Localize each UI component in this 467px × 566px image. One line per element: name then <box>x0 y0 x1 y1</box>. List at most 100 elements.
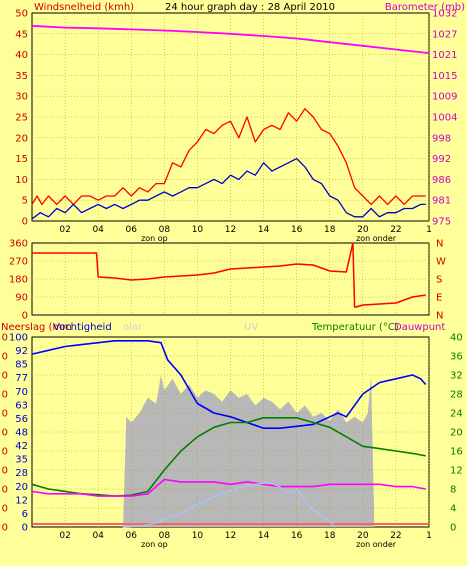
baro-y-tick: 1015 <box>432 71 457 82</box>
rain-y-tick: 0 <box>2 371 8 382</box>
baro-y-tick: 992 <box>432 154 451 165</box>
compass-y-tick: N <box>436 311 443 322</box>
temperature-line <box>31 416 426 497</box>
humidity-line <box>31 339 427 430</box>
x-tick-label: 20 <box>357 531 369 541</box>
rain-y-tick: 0 <box>2 409 8 420</box>
x-tick-label: 14 <box>258 531 270 541</box>
baro-y-tick: 1021 <box>432 50 457 61</box>
baro-y-tick: 1009 <box>432 92 457 103</box>
rain-axis-label: Neerslag (mm <box>1 322 72 333</box>
x-tick-label: 16 <box>291 225 303 235</box>
x-tick-label: 04 <box>92 531 104 541</box>
humidity-y-tick: 28 <box>15 468 28 479</box>
humidity-y-tick: 6 <box>22 509 28 520</box>
compass-y-tick: N <box>436 239 443 250</box>
baro-y-tick: 1032 <box>432 9 457 20</box>
x-tick-label: 04 <box>92 225 104 235</box>
x-tick-label: 20 <box>357 225 369 235</box>
x-tick-label: 14 <box>258 225 270 235</box>
x-tick-label: 16 <box>291 531 303 541</box>
sunrise-label: zon op <box>141 540 168 549</box>
baro-axis-label: Barometer (mb) <box>385 2 465 13</box>
wind-y-tick: 25 <box>15 113 28 124</box>
wind-y-tick: 50 <box>15 9 28 20</box>
temp-y-tick: 32 <box>450 371 463 382</box>
humidity-y-tick: 92 <box>15 346 28 357</box>
x-tick-label: 02 <box>59 225 70 235</box>
humidity-y-tick: 56 <box>15 414 28 425</box>
compass-y-tick: E <box>436 293 442 304</box>
sunrise-label: zon op <box>141 234 168 243</box>
wind-y-tick: 40 <box>15 50 28 61</box>
humidity-y-tick: 70 <box>15 387 28 398</box>
wind-avg-line <box>31 157 426 220</box>
compass-y-tick: W <box>436 257 446 268</box>
sunset-label: zon onder <box>356 540 397 549</box>
x-tick-label: 08 <box>159 531 171 541</box>
compass-y-tick: S <box>436 275 442 286</box>
temp-y-tick: 12 <box>450 466 463 477</box>
wind-y-tick: 0 <box>22 217 28 228</box>
baro-y-tick: 981 <box>432 196 451 207</box>
x-tick-label: 06 <box>126 531 138 541</box>
x-tick-label: 1 <box>426 531 432 541</box>
rain-y-tick: 0 <box>2 466 8 477</box>
humidity-y-tick: 48 <box>15 428 28 439</box>
x-tick-label: 06 <box>126 225 138 235</box>
direction-y-tick: 360 <box>9 239 28 250</box>
wind-y-tick: 10 <box>15 175 28 186</box>
direction-line <box>32 242 426 308</box>
temp-y-tick: 4 <box>450 504 456 515</box>
wind-y-tick: 45 <box>15 29 28 40</box>
wind-y-tick: 20 <box>15 133 28 144</box>
wind-y-tick: 30 <box>15 92 28 103</box>
direction-y-tick: 270 <box>9 257 28 268</box>
temp-y-tick: 28 <box>450 390 463 401</box>
x-tick-label: 08 <box>159 225 171 235</box>
humidity-y-tick: 35 <box>15 455 28 466</box>
temp-y-tick: 20 <box>450 428 463 439</box>
direction-y-tick: 90 <box>15 293 28 304</box>
x-tick-label: 02 <box>59 531 70 541</box>
baro-y-tick: 1027 <box>432 29 457 40</box>
temp-y-tick: 0 <box>450 523 456 534</box>
x-tick-label: 10 <box>192 531 204 541</box>
rain-y-tick: 0 <box>2 504 8 515</box>
rain-y-tick: 0 <box>2 352 8 363</box>
x-tick-label: 12 <box>225 225 236 235</box>
dewpoint-axis-label: Dauwpunt <box>394 322 445 333</box>
x-tick-label: 10 <box>192 225 204 235</box>
solar-line <box>122 482 336 528</box>
wind-axis-label: Windsnelheid (kmh) <box>34 2 134 13</box>
temp-axis-label: Temperatuur (°C) <box>311 322 399 333</box>
humidity-y-tick: 100 <box>9 333 28 344</box>
wind-gust-line <box>31 108 426 206</box>
humidity-axis-label: Vochtigheid <box>53 322 112 333</box>
wind-baro-chart: Windsnelheid (kmh) 24 hour graph day : 2… <box>15 2 465 243</box>
humidity-y-tick: 20 <box>15 482 28 493</box>
humidity-y-tick: 63 <box>15 400 28 411</box>
rain-y-tick: 0 <box>2 428 8 439</box>
rain-y-tick: 0 <box>2 333 8 344</box>
dewpoint-line <box>31 478 426 497</box>
direction-y-tick: 0 <box>22 311 28 322</box>
x-tick-label: 1 <box>426 225 432 235</box>
x-tick-label: 22 <box>390 225 401 235</box>
wind-y-tick: 5 <box>22 196 28 207</box>
chart-title: 24 hour graph day : 28 April 2010 <box>165 2 335 13</box>
rain-y-tick: 0 <box>2 390 8 401</box>
wind-y-tick: 35 <box>15 71 28 82</box>
x-tick-label: 18 <box>324 531 336 541</box>
temp-y-tick: 16 <box>450 447 463 458</box>
direction-y-tick: 180 <box>9 275 28 286</box>
humidity-y-tick: 0 <box>22 523 28 534</box>
solar-axis-label: olar <box>123 322 143 333</box>
barometer-line <box>31 24 430 54</box>
humidity-y-tick: 85 <box>15 360 28 371</box>
sunset-label: zon onder <box>356 234 397 243</box>
humidity-y-tick: 42 <box>15 441 28 452</box>
baro-y-tick: 1004 <box>432 113 457 124</box>
